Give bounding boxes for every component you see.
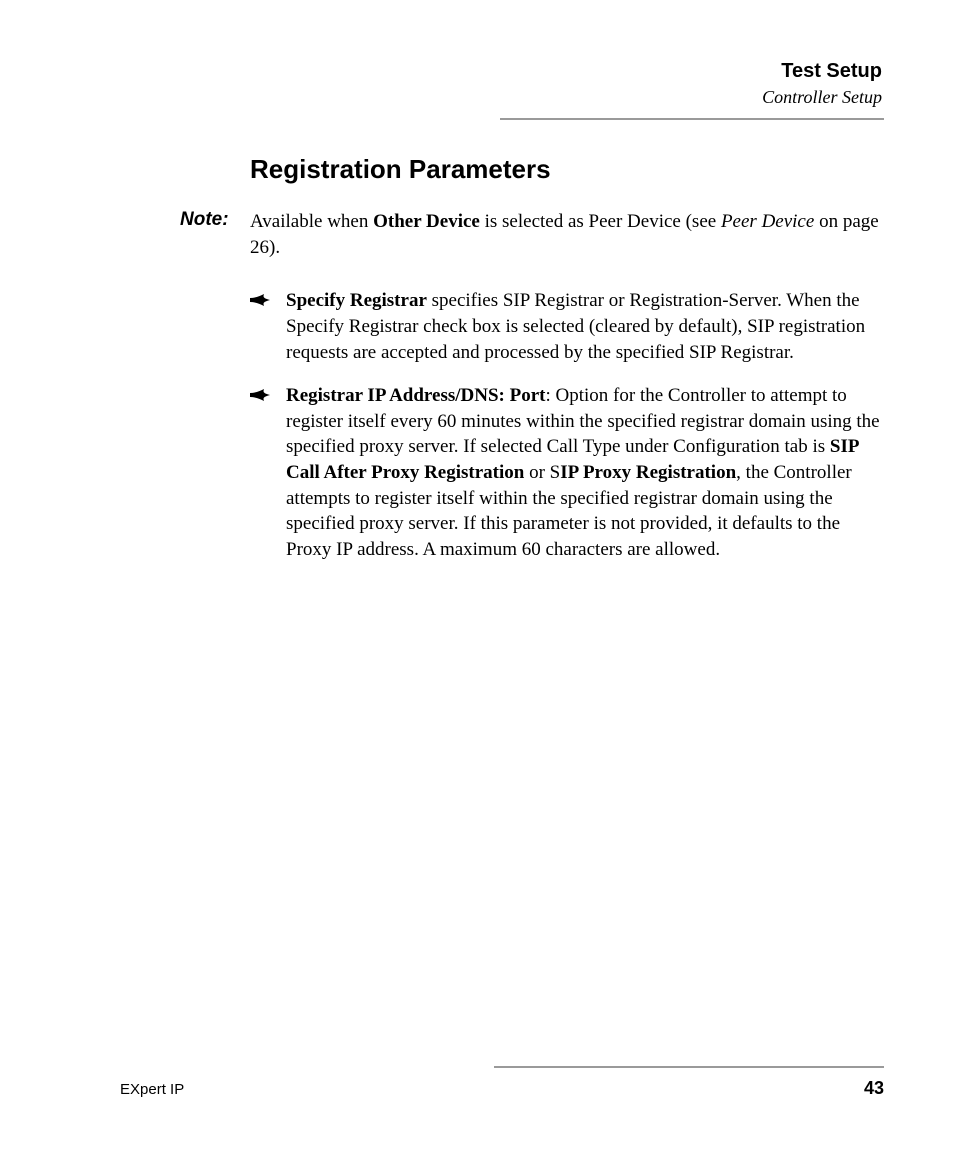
bullet-list: Specify Registrar specifies SIP Registra… <box>250 288 884 562</box>
bullet-lead-bold: Registrar IP Address/DNS: Port <box>286 385 545 406</box>
section-title: Registration Parameters <box>250 154 884 185</box>
note-text: Available when Other Device is selected … <box>250 209 884 260</box>
footer-rule <box>494 1066 884 1068</box>
page-header: Test Setup Controller Setup <box>120 60 884 108</box>
bullet-item: Specify Registrar specifies SIP Registra… <box>250 288 884 365</box>
footer-page-number: 43 <box>864 1078 884 1099</box>
page-footer: EXpert IP 43 <box>120 1066 884 1099</box>
footer-row: EXpert IP 43 <box>120 1078 884 1099</box>
bullet-text: Registrar IP Address/DNS: Port: Option f… <box>286 383 884 562</box>
bullet-text: Specify Registrar specifies SIP Registra… <box>286 288 884 365</box>
arrow-icon <box>250 389 270 562</box>
arrow-icon <box>250 294 270 365</box>
note-label: Note: <box>180 209 236 260</box>
note-pre: Available when <box>250 211 373 232</box>
header-subtitle: Controller Setup <box>120 87 882 108</box>
bullet-lead-bold: Specify Registrar <box>286 290 427 311</box>
note-mid: is selected as Peer Device (see <box>480 211 721 232</box>
note-bold-1: Other Device <box>373 211 480 232</box>
note-block: Note: Available when Other Device is sel… <box>180 209 884 260</box>
bullet-mid-1: or S <box>524 462 560 483</box>
note-ital-1: Peer Device <box>721 211 814 232</box>
footer-left: EXpert IP <box>120 1081 184 1098</box>
bullet-inline-bold-2: IP Proxy Registration <box>560 462 736 483</box>
bullet-item: Registrar IP Address/DNS: Port: Option f… <box>250 383 884 562</box>
document-page: Test Setup Controller Setup Registration… <box>0 0 954 1159</box>
header-rule <box>500 118 884 120</box>
header-title: Test Setup <box>120 60 882 83</box>
